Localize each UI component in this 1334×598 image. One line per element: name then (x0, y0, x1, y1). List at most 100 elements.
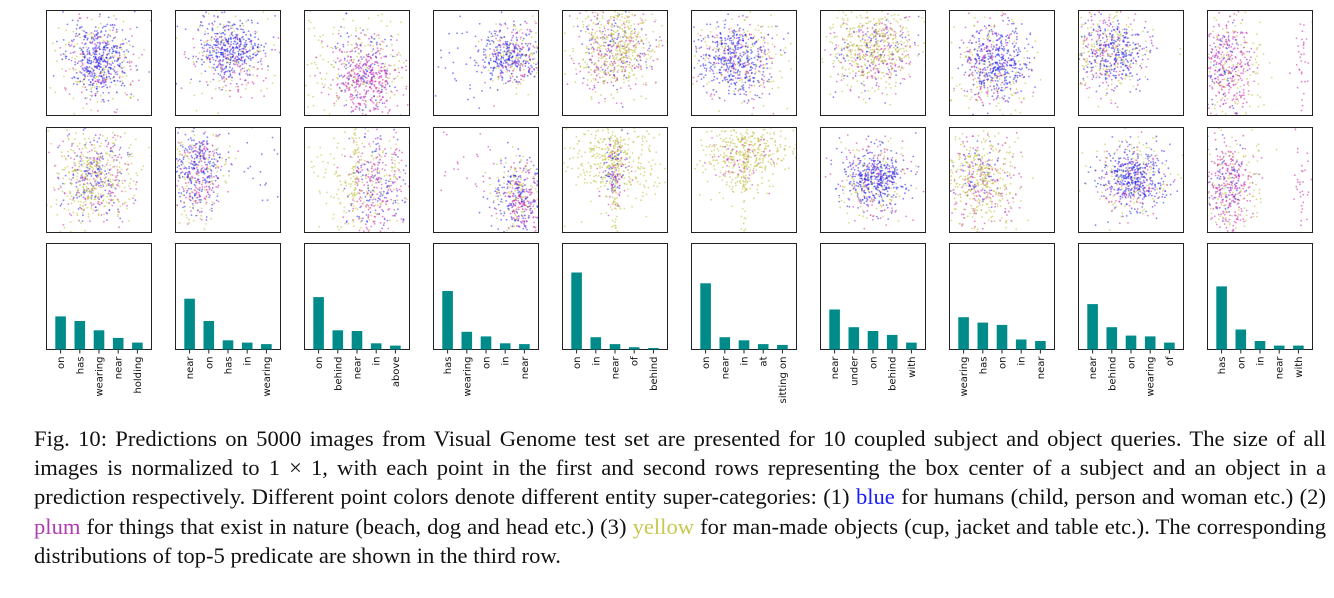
scatter-point-humans (514, 195, 517, 197)
scatter-point-humans (73, 76, 75, 78)
scatter-point-humans (500, 218, 503, 221)
scatter-point-manmade (129, 82, 132, 84)
scatter-point-nature (529, 28, 531, 31)
scatter-point-nature (225, 84, 227, 87)
scatter-point-humans (506, 40, 509, 43)
scatter-point-humans (107, 179, 110, 182)
scatter-point-manmade (201, 51, 204, 54)
scatter-point-manmade (368, 170, 370, 173)
scatter-point-nature (600, 54, 603, 57)
scatter-point-nature (379, 47, 382, 50)
scatter-point-nature (519, 64, 522, 67)
scatter-point-nature (100, 180, 102, 183)
scatter-point-nature (489, 149, 492, 151)
scatter-point-manmade (355, 207, 357, 210)
scatter-point-nature (520, 63, 522, 65)
scatter-point-humans (199, 149, 202, 151)
scatter-point-manmade (342, 189, 345, 192)
scatter-point-humans (227, 132, 230, 135)
scatter-point-manmade (104, 180, 107, 183)
scatter-point-nature (520, 205, 523, 208)
scatter-point-nature (568, 15, 571, 17)
scatter-point-humans (191, 156, 194, 159)
scatter-point-humans (113, 76, 115, 78)
scatter-point-humans (246, 69, 249, 72)
scatter-point-humans (95, 58, 98, 60)
scatter-point-manmade (200, 214, 203, 217)
scatter-point-humans (505, 51, 508, 54)
scatter-point-nature (105, 163, 108, 166)
scatter-point-manmade (267, 69, 270, 72)
scatter-point-manmade (382, 41, 385, 44)
scatter-point-humans (62, 53, 65, 55)
scatter-point-humans (518, 154, 521, 157)
scatter-point-nature (81, 62, 84, 65)
scatter-point-humans (231, 34, 234, 37)
scatter-point-humans (497, 228, 500, 230)
scatter-point-manmade (59, 184, 62, 187)
scatter-point-humans (84, 36, 87, 39)
scatter-point-manmade (191, 144, 193, 147)
scatter-point-humans (198, 171, 200, 174)
scatter-panel-4-object (433, 127, 539, 233)
scatter-point-nature (533, 46, 536, 49)
scatter-point-humans (92, 49, 95, 51)
scatter-point-nature (393, 170, 396, 172)
scatter-point-humans (102, 98, 105, 101)
scatter-point-manmade (107, 178, 110, 181)
scatter-point-manmade (108, 198, 110, 201)
scatter-point-nature (506, 69, 509, 72)
scatter-point-humans (489, 72, 492, 75)
scatter-point-manmade (501, 201, 504, 204)
scatter-point-nature (89, 220, 91, 223)
scatter-point-manmade (629, 32, 632, 35)
scatter-point-nature (537, 69, 538, 71)
scatter-point-humans (103, 34, 106, 37)
scatter-point-nature (514, 167, 516, 170)
scatter-point-nature (360, 166, 363, 169)
scatter-point-humans (190, 167, 193, 169)
scatter-point-nature (533, 198, 535, 201)
scatter-point-humans (246, 141, 249, 144)
scatter-point-humans (510, 72, 513, 75)
scatter-point-nature (126, 204, 128, 207)
scatter-point-manmade (195, 109, 198, 112)
scatter-point-humans (89, 83, 92, 86)
scatter-point-nature (596, 49, 599, 51)
scatter-point-humans (508, 44, 510, 46)
scatter-point-nature (112, 191, 114, 194)
scatter-point-nature (340, 82, 343, 85)
scatter-point-humans (506, 45, 508, 47)
scatter-point-manmade (511, 184, 514, 187)
scatter-point-nature (375, 104, 377, 107)
scatter-point-humans (108, 169, 111, 172)
scatter-point-manmade (102, 39, 105, 42)
scatter-point-humans (396, 138, 399, 141)
scatter-point-manmade (88, 179, 91, 181)
scatter-point-nature (502, 43, 504, 46)
scatter-point-humans (492, 60, 495, 63)
scatter-point-nature (128, 61, 131, 64)
scatter-point-manmade (80, 207, 83, 210)
scatter-point-manmade (198, 52, 201, 54)
scatter-point-humans (76, 83, 79, 86)
scatter-point-humans (198, 161, 201, 163)
scatter-point-humans (348, 137, 351, 140)
scatter-point-humans (197, 28, 199, 31)
scatter-point-nature (592, 47, 595, 50)
scatter-point-manmade (630, 67, 633, 70)
scatter-point-nature (99, 177, 102, 179)
scatter-point-humans (193, 164, 196, 167)
scatter-point-humans (488, 40, 491, 43)
scatter-point-humans (533, 75, 536, 78)
scatter-point-manmade (368, 83, 370, 85)
scatter-point-nature (521, 64, 524, 67)
scatter-point-humans (220, 35, 223, 38)
scatter-point-manmade (128, 185, 130, 187)
scatter-point-humans (396, 189, 399, 192)
scatter-point-nature (378, 148, 381, 151)
scatter-point-humans (476, 70, 478, 73)
scatter-point-nature (237, 150, 240, 153)
scatter-point-nature (193, 63, 196, 66)
scatter-point-nature (517, 206, 520, 209)
